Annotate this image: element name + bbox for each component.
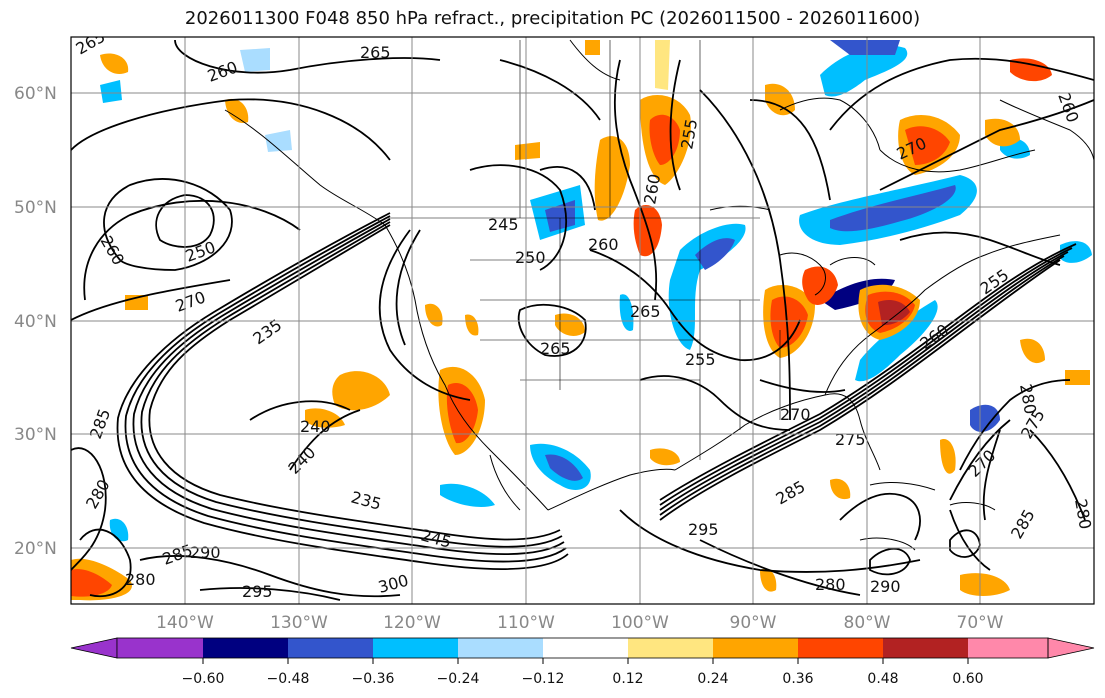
lon-label: 140°W: [156, 613, 214, 633]
contour-label: 240: [300, 417, 331, 436]
plot-area: 265 260 265 250 260 270 235 240 240 235 …: [71, 37, 1095, 604]
colorbar-swatch: [968, 638, 1048, 658]
political-borders: [385, 40, 781, 460]
contour-label: 250: [515, 248, 546, 267]
coastlines: [224, 39, 1094, 551]
contour-label: 280: [1071, 497, 1095, 530]
negative-shading: [100, 40, 1092, 542]
contour-label: 270: [780, 405, 811, 424]
colorbar-ticks: [202, 658, 969, 664]
colorbar-swatch: [628, 638, 713, 658]
colorbar-swatch: [288, 638, 373, 658]
colorbar-tick-label: 0.12: [612, 671, 643, 687]
lat-label: 30°N: [14, 425, 57, 445]
lat-label: 20°N: [14, 539, 57, 559]
colorbar: −0.60 −0.48 −0.36 −0.24 −0.12 0.12 0.24 …: [70, 637, 1095, 687]
lon-label: 130°W: [270, 613, 328, 633]
plot-frame: [70, 36, 1095, 605]
lon-label: 100°W: [611, 613, 669, 633]
colorbar-swatch: [117, 638, 203, 658]
colorbar-tick-label: −0.36: [352, 671, 395, 687]
colorbar-swatch: [203, 638, 288, 658]
lon-label: 110°W: [497, 613, 555, 633]
colorbar-tick-label: −0.12: [522, 671, 565, 687]
colorbar-swatch: [713, 638, 798, 658]
contour-label: 295: [242, 582, 273, 601]
contour-label: 275: [835, 430, 866, 449]
contour-label: 265: [360, 43, 391, 62]
colorbar-tick-label: −0.24: [437, 671, 480, 687]
contour-label: 290: [190, 543, 221, 562]
colorbar-swatch: [543, 638, 628, 658]
colorbar-swatch: [883, 638, 968, 658]
colorbar-tick-label: 0.48: [867, 671, 898, 687]
contour-label: 295: [688, 520, 719, 539]
colorbar-swatch: [373, 638, 458, 658]
lon-label: 80°W: [844, 613, 891, 633]
lat-label: 60°N: [14, 84, 57, 104]
contour-label: 245: [488, 215, 519, 234]
lon-label: 70°W: [957, 613, 1004, 633]
contour-label: 265: [540, 339, 571, 358]
colorbar-tick-label: 0.24: [697, 671, 728, 687]
colorbar-tick-label: −0.48: [267, 671, 310, 687]
lat-label: 40°N: [14, 312, 57, 332]
colorbar-swatch: [798, 638, 883, 658]
contour-label: 280: [125, 570, 156, 589]
lon-label: 90°W: [730, 613, 777, 633]
colorbar-tick-label: −0.60: [182, 671, 225, 687]
colorbar-extend-low: [70, 637, 118, 659]
contour-labels: 265 260 265 250 260 270 235 240 240 235 …: [73, 37, 1095, 601]
longitude-labels: 140°W 130°W 120°W 110°W 100°W 90°W 80°W …: [156, 613, 1004, 633]
colorbar-tick-label: 0.36: [782, 671, 813, 687]
contour-label: 280: [815, 575, 846, 594]
graticule: [71, 37, 1094, 604]
lat-label: 50°N: [14, 198, 57, 218]
colorbar-extend-high: [1047, 637, 1095, 659]
contour-label: 290: [870, 577, 901, 596]
colorbar-swatch: [458, 638, 543, 658]
lon-label: 120°W: [383, 613, 441, 633]
contour-label: 255: [685, 350, 716, 369]
latitude-labels: 60°N 50°N 40°N 30°N 20°N: [14, 84, 57, 559]
map-title: 2026011300 F048 850 hPa refract., precip…: [184, 8, 921, 29]
colorbar-tick-label: 0.60: [952, 671, 983, 687]
contour-lines: [71, 39, 1094, 601]
contour-label: 265: [630, 302, 661, 321]
contour-label: 260: [588, 235, 619, 254]
